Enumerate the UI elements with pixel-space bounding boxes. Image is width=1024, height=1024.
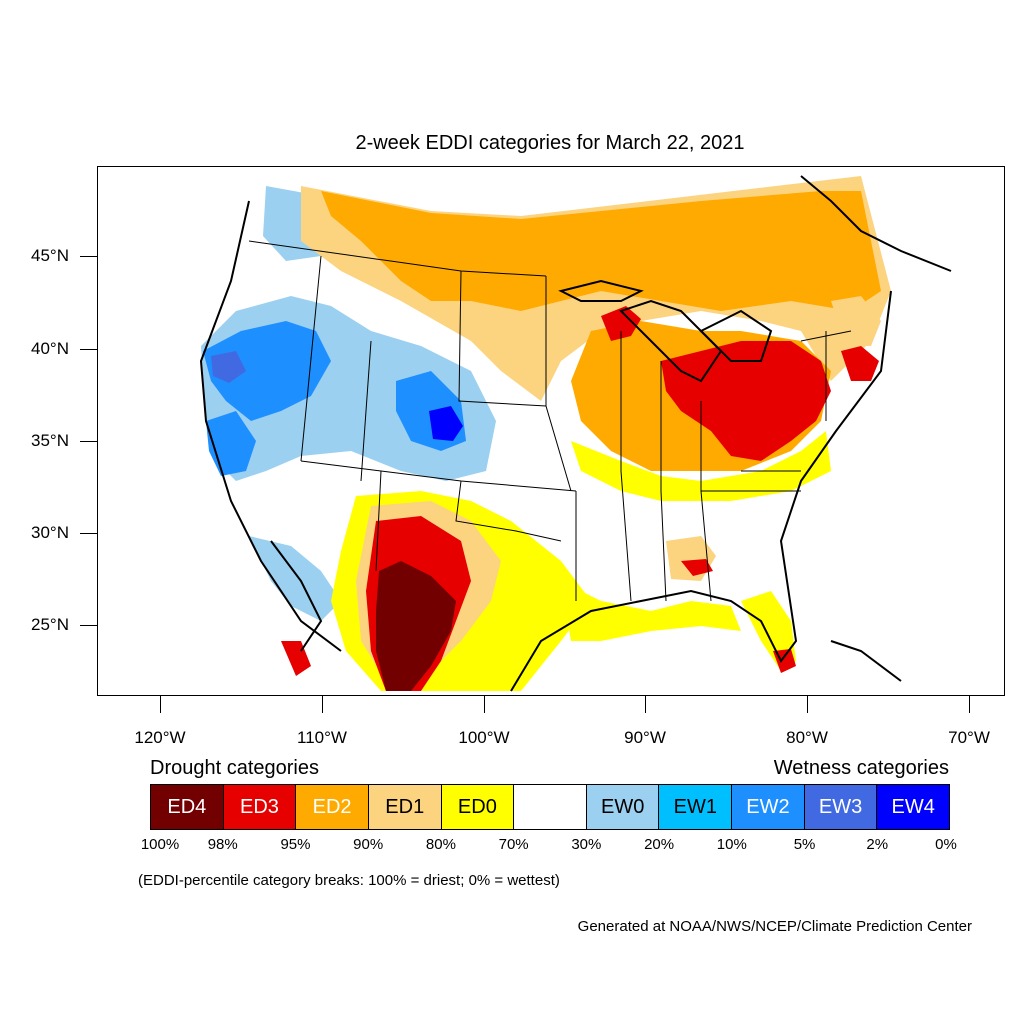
wet-region-ew3-nv: [211, 351, 246, 383]
legend-box-ew4: EW4: [877, 785, 950, 829]
lat-label-25: 25°N: [31, 615, 69, 634]
lon-label-80: 80°W: [786, 728, 828, 747]
lat-label-45: 45°N: [31, 246, 69, 265]
dry-region-ed3-socal: [281, 641, 311, 676]
lon-tick: [807, 696, 808, 713]
legend-bar: ED4 ED3 ED2 ED1 ED0 EW0 EW1 EW2 EW3 EW4: [150, 784, 950, 830]
legend-box-ed0: ED0: [441, 785, 515, 829]
percentile-label: 95%: [280, 836, 311, 853]
lon-label-100: 100°W: [458, 728, 510, 747]
lat-tick: [80, 533, 97, 534]
lat-label-35: 35°N: [31, 431, 69, 450]
dry-region-ed3-lakes: [661, 341, 831, 461]
dry-region-ed3-ne: [841, 346, 879, 381]
legend-box-neutral: [514, 785, 587, 829]
lat-tick: [80, 625, 97, 626]
percentile-label: 80%: [425, 836, 456, 853]
legend-box-ew3: EW3: [804, 785, 878, 829]
wet-region-ew4-co: [429, 406, 463, 441]
percentile-label: 70%: [498, 836, 529, 853]
dry-region-ed0-east: [571, 431, 831, 501]
credit-text: Generated at NOAA/NWS/NCEP/Climate Predi…: [577, 918, 972, 935]
lat-tick: [80, 349, 97, 350]
wet-region-ew0-baja: [249, 536, 341, 621]
drought-heading: Drought categories: [150, 757, 319, 779]
legend-box-ed1: ED1: [368, 785, 442, 829]
state-boundaries: [248, 240, 852, 602]
lat-label-30: 30°N: [31, 523, 69, 542]
lon-tick: [645, 696, 646, 713]
lon-tick: [484, 696, 485, 713]
category-note: (EDDI-percentile category breaks: 100% =…: [138, 872, 560, 889]
percentile-label: 100%: [140, 836, 180, 853]
eddi-map: [199, 175, 952, 692]
legend-box-ew2: EW2: [732, 785, 805, 829]
legend-box-ed3: ED3: [223, 785, 297, 829]
percentile-label: 2%: [866, 836, 889, 853]
lon-tick: [160, 696, 161, 713]
wetness-heading: Wetness categories: [773, 757, 949, 779]
lon-tick: [322, 696, 323, 713]
map-frame: [97, 166, 1005, 696]
dry-region-ed0-gulfcoast: [561, 581, 741, 641]
dry-region-ed3-gulf: [681, 559, 713, 576]
lon-label-90: 90°W: [624, 728, 666, 747]
lat-tick: [80, 441, 97, 442]
percentile-label: 20%: [644, 836, 675, 853]
map-title: 2-week EDDI categories for March 22, 202…: [355, 132, 745, 154]
lon-label-120: 120°W: [134, 728, 186, 747]
percentile-label: 10%: [716, 836, 747, 853]
dry-region-ed4-tx: [376, 561, 456, 691]
percentile-label: 5%: [793, 836, 816, 853]
legend-box-ed2: ED2: [296, 785, 369, 829]
legend-box-ew1: EW1: [659, 785, 733, 829]
lat-tick: [80, 256, 97, 257]
legend-box-ed4: ED4: [151, 785, 224, 829]
percentile-label: 30%: [571, 836, 602, 853]
wet-region-ew2-gb: [203, 321, 331, 421]
lat-label-40: 40°N: [31, 339, 69, 358]
percentile-label: 90%: [353, 836, 384, 853]
lon-label-70: 70°W: [948, 728, 990, 747]
percentile-label: 98%: [207, 836, 238, 853]
lon-label-110: 110°W: [297, 728, 347, 747]
coastlines: [199, 175, 952, 692]
legend-box-ew0: EW0: [586, 785, 660, 829]
lon-tick: [969, 696, 970, 713]
dry-region-ed1-ne: [831, 296, 881, 346]
dry-region-ed3-mi: [601, 306, 641, 341]
percentile-label: 0%: [935, 836, 957, 853]
